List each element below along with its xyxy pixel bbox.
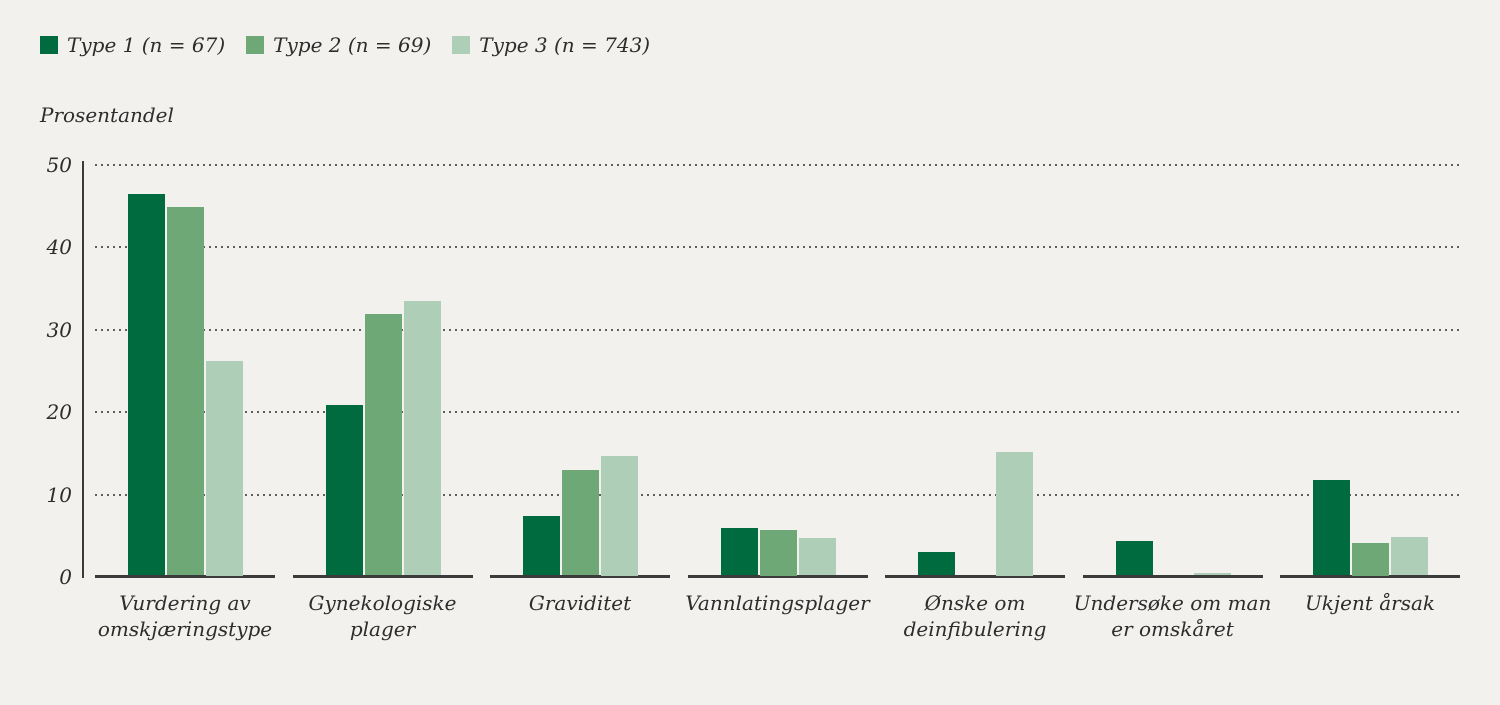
category-axis-line: [1280, 575, 1460, 578]
bar: [996, 451, 1033, 576]
category-label-line: er omskåret: [1111, 617, 1234, 641]
legend-swatch-icon: [246, 36, 265, 54]
bar: [1115, 540, 1153, 576]
legend-item: Type 1 (n = 67): [40, 33, 225, 57]
category-label-line: Graviditet: [528, 591, 632, 615]
y-tick-label: 40: [46, 235, 72, 259]
category-label: Ukjent årsak: [1260, 590, 1480, 616]
gridline: [95, 411, 1460, 413]
bar: [601, 455, 638, 576]
bar: [403, 300, 441, 576]
y-tick-label: 30: [46, 317, 72, 342]
bar: [798, 537, 836, 576]
bar: [720, 527, 758, 576]
bar: [1313, 479, 1350, 576]
bar: [167, 206, 204, 576]
category-label: Vurdering av omskjæringstype: [75, 590, 295, 642]
category-axis-line: [885, 575, 1065, 578]
category-label-line: Vannlatingsplager: [685, 591, 870, 615]
category-label-line: Gynekologiske: [308, 591, 457, 615]
bar: [1193, 573, 1231, 576]
bar: [128, 194, 165, 576]
gridline: [95, 493, 1460, 496]
gridline: [95, 328, 1460, 331]
category-label: Vannlatingsplager: [668, 590, 888, 616]
category-axis-line: [292, 575, 473, 578]
category-label: Graviditet: [470, 590, 690, 616]
category-label-line: plager: [349, 617, 416, 641]
bar: [759, 530, 797, 576]
y-axis-title: Prosentandel: [40, 103, 174, 127]
legend-item: Type 2 (n = 69): [246, 33, 431, 57]
bar: [1391, 536, 1428, 576]
category-label-line: Ukjent årsak: [1304, 591, 1436, 615]
legend-label: Type 2 (n = 69): [273, 33, 432, 57]
category-axis-line: [1082, 575, 1263, 578]
legend-label: Type 1 (n = 67): [67, 33, 226, 57]
legend-item: Type 3 (n = 743): [452, 33, 650, 57]
legend-label: Type 3 (n = 743): [479, 33, 651, 57]
bar: [325, 404, 363, 576]
y-tick-label: 50: [46, 152, 72, 177]
bar: [918, 552, 955, 576]
category-label-line: omskjæringstype: [97, 617, 273, 641]
bar: [1352, 542, 1389, 576]
category-axis-line: [490, 575, 670, 578]
legend-swatch-icon: [452, 36, 471, 54]
y-tick-label: 0: [59, 565, 72, 589]
category-label-line: deinfibulering: [903, 617, 1047, 641]
chart-legend: Type 1 (n = 67) Type 2 (n = 69) Type 3 (n …: [40, 33, 650, 57]
category-label: Undersøke om man er omskåret: [1063, 590, 1283, 642]
category-label-line: Ønske om: [924, 591, 1026, 615]
y-tick-label: 10: [46, 482, 72, 507]
category-label: Gynekologiske plager: [273, 590, 493, 642]
category-label-line: Vurdering av: [119, 591, 251, 615]
legend-swatch-icon: [40, 36, 58, 54]
bar: [206, 361, 243, 576]
bar: [562, 469, 599, 576]
gridline: [95, 163, 1460, 166]
y-tick-label: 20: [46, 400, 72, 424]
gridline: [95, 246, 1460, 248]
y-axis-line: [82, 161, 84, 578]
category-axis-line: [687, 575, 868, 578]
category-axis-line: [95, 575, 275, 578]
category-label-line: Undersøke om man: [1073, 591, 1272, 615]
category-label: Ønske om deinfibulering: [865, 590, 1085, 642]
bar: [364, 313, 402, 576]
bar: [523, 516, 560, 576]
